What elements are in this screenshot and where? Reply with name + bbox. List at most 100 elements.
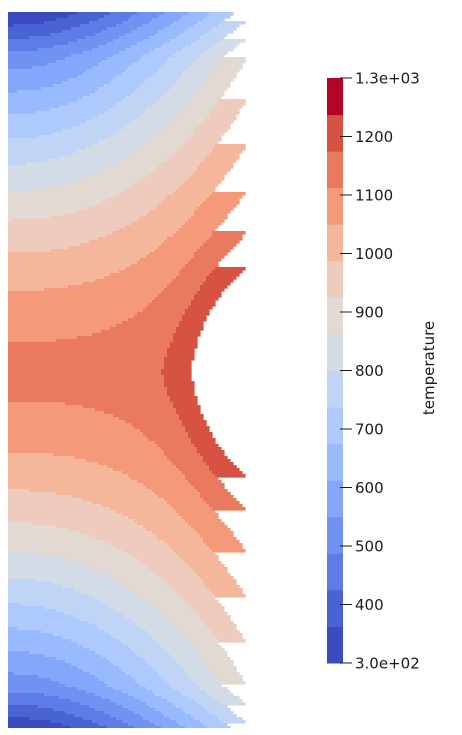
contour-cell	[8, 78, 69, 82]
contour-cell	[8, 570, 99, 574]
contour-cell	[8, 693, 45, 697]
contour-cell	[95, 90, 135, 94]
contour-cell	[164, 714, 192, 718]
contour-cell	[110, 714, 141, 718]
contour-cell	[131, 186, 180, 190]
contour-cell	[203, 582, 237, 586]
contour-cell	[206, 726, 231, 728]
contour-cell	[8, 240, 90, 244]
contour-cell	[8, 618, 81, 622]
contour-cell	[137, 480, 189, 484]
contour-cell	[191, 483, 225, 487]
contour-cell	[164, 12, 189, 16]
contour-cell	[8, 321, 123, 325]
contour-cell	[143, 177, 189, 181]
contour-cell	[122, 99, 159, 103]
contour-cell	[107, 603, 153, 607]
contour-cell	[203, 621, 234, 625]
contour-cell	[122, 720, 150, 724]
contour-cell	[209, 588, 243, 592]
contour-cell	[83, 51, 120, 55]
contour-cell	[191, 567, 228, 571]
contour-cell	[206, 78, 234, 82]
contour-cell	[167, 501, 207, 505]
contour-cell	[170, 504, 210, 508]
contour-cell	[137, 117, 174, 121]
contour-cell	[194, 528, 231, 532]
contour-cell	[65, 612, 123, 616]
contour-cell	[179, 78, 207, 82]
colorbar-band	[327, 333, 343, 371]
contour-cell	[8, 249, 51, 253]
contour-cell	[149, 663, 180, 667]
colorbar-band	[327, 553, 343, 591]
contour-cell	[164, 378, 192, 382]
contour-cell	[200, 54, 225, 58]
contour-cell	[8, 159, 48, 163]
contour-cell	[137, 60, 168, 64]
contour-cell	[173, 687, 201, 691]
contour-cell	[8, 660, 66, 664]
contour-cell	[125, 672, 159, 676]
contour-cell	[215, 636, 243, 640]
contour-cell	[137, 522, 189, 526]
contour-cell	[98, 87, 138, 91]
contour-cell	[188, 522, 225, 526]
contour-cell	[113, 54, 144, 58]
contour-cell	[164, 288, 201, 292]
contour-cell	[209, 75, 237, 79]
contour-cell	[155, 249, 198, 253]
contour-cell	[56, 609, 117, 613]
contour-cell	[110, 633, 150, 637]
contour-cell	[8, 501, 93, 505]
contour-cell	[203, 456, 228, 460]
contour-cell	[8, 714, 75, 718]
contour-cell	[104, 84, 141, 88]
contour-cell	[44, 288, 165, 292]
contour-cell	[131, 618, 168, 622]
contour-cell	[140, 258, 192, 262]
contour-cell	[158, 99, 189, 103]
contour-cell	[8, 198, 108, 202]
contour-cell	[44, 21, 90, 25]
contour-cell	[200, 618, 231, 622]
contour-cell	[113, 414, 180, 418]
contour-cell	[122, 690, 153, 694]
contour-cell	[8, 654, 45, 658]
contour-cell	[209, 666, 237, 670]
contour-cell	[203, 705, 228, 709]
contour-cell	[8, 312, 138, 316]
contour-cell	[107, 198, 165, 202]
contour-cell	[113, 687, 147, 691]
contour-cell	[98, 237, 168, 241]
contour-cell	[8, 393, 168, 397]
contour-cell	[104, 711, 135, 715]
contour-cell	[158, 246, 201, 250]
contour-cell	[59, 156, 126, 160]
contour-cell	[191, 714, 216, 718]
contour-cell	[116, 132, 159, 136]
contour-cell	[182, 318, 207, 322]
contour-cell	[77, 99, 123, 103]
contour-cell	[218, 699, 243, 703]
contour-cell	[191, 135, 222, 139]
contour-cell	[8, 597, 96, 601]
contour-cell	[41, 630, 105, 634]
contour-cell	[212, 696, 240, 700]
contour-cell	[122, 705, 150, 709]
contour-cell	[68, 102, 117, 106]
contour-cell	[8, 57, 66, 61]
contour-cell	[215, 675, 243, 679]
contour-cell	[107, 684, 141, 688]
contour-cell	[215, 42, 240, 46]
contour-cell	[8, 717, 30, 721]
contour-cell	[113, 195, 168, 199]
colorbar-tick-label: 1000	[355, 245, 393, 263]
contour-cell	[110, 576, 162, 580]
contour-cell	[119, 228, 180, 232]
contour-cell	[173, 192, 213, 196]
contour-cell	[179, 147, 213, 151]
contour-cell	[110, 606, 156, 610]
contour-cell	[167, 237, 210, 241]
contour-cell	[179, 186, 216, 190]
